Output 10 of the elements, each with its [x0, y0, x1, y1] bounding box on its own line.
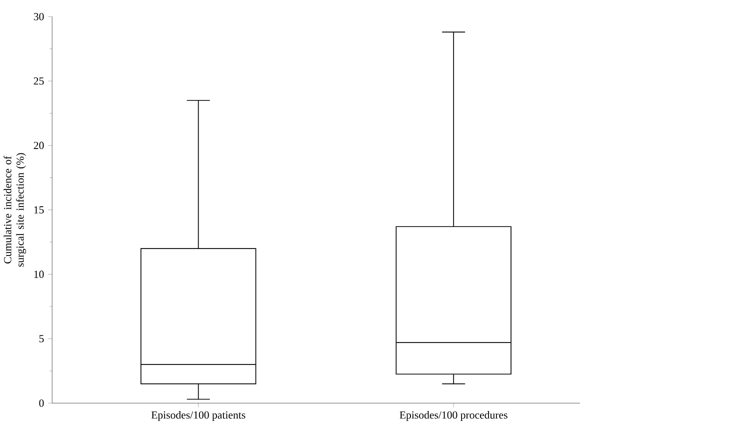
y-tick-label: 5 [39, 335, 44, 342]
x-tick-label: Episodes/100 procedures [400, 410, 508, 421]
y-tick-label: 15 [34, 206, 44, 214]
y-tick-label: 20 [34, 142, 44, 150]
y-tick-label: 10 [34, 270, 44, 278]
y-tick-label: 0 [39, 399, 44, 407]
y-tick-label: 25 [34, 77, 44, 85]
y-tick-label: 30 [34, 12, 44, 20]
y-axis-title: Cumulative incidence of surgical site infection (%) [4, 153, 26, 267]
x-tick-label: Episodes/100 patients [151, 410, 246, 421]
